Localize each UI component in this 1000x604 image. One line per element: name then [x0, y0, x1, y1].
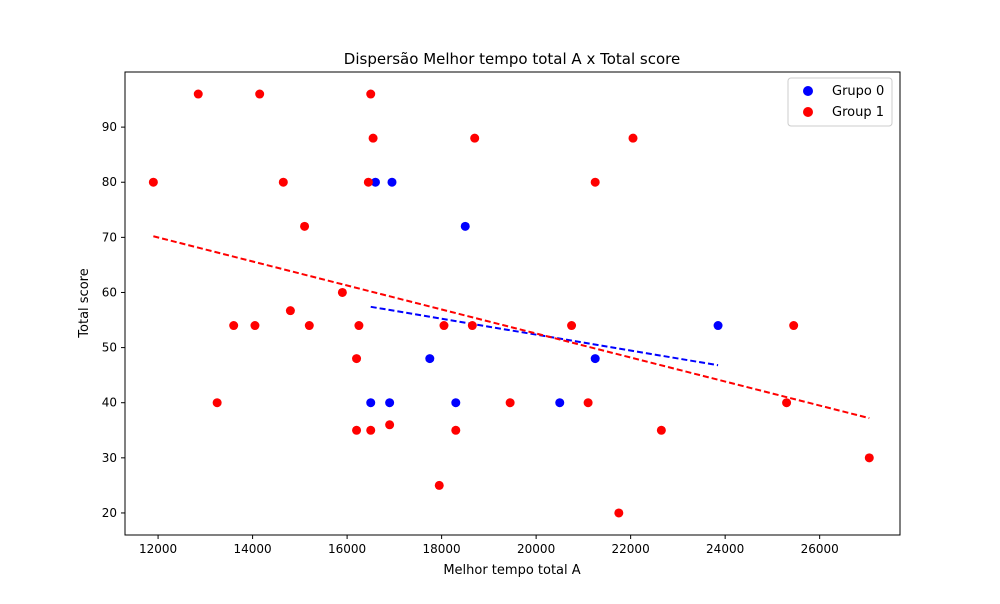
data-point-group-1 — [782, 398, 792, 408]
data-point-group-1 — [567, 321, 577, 331]
data-point-grupo-0 — [460, 221, 470, 231]
x-tick-label: 16000 — [328, 542, 366, 556]
data-point-group-1 — [590, 177, 600, 187]
data-point-group-1 — [656, 425, 666, 435]
data-point-group-1 — [300, 221, 310, 231]
x-tick-label: 26000 — [801, 542, 839, 556]
y-tick-label: 40 — [102, 396, 117, 410]
data-point-group-1 — [614, 508, 624, 518]
data-point-group-1 — [628, 133, 638, 143]
data-point-group-1 — [366, 425, 376, 435]
data-point-group-1 — [285, 306, 295, 316]
y-tick-label: 70 — [102, 230, 117, 244]
data-point-group-1 — [212, 398, 222, 408]
data-point-group-1 — [470, 133, 480, 143]
y-tick-label: 90 — [102, 120, 117, 134]
y-tick-label: 80 — [102, 175, 117, 189]
data-point-group-1 — [304, 321, 314, 331]
x-tick-label: 14000 — [233, 542, 271, 556]
y-tick-label: 20 — [102, 506, 117, 520]
data-point-group-1 — [366, 89, 376, 99]
data-point-group-1 — [148, 177, 158, 187]
data-point-group-1 — [363, 177, 373, 187]
legend-marker-group-1 — [803, 107, 813, 117]
data-point-group-1 — [864, 453, 874, 463]
x-tick-label: 12000 — [139, 542, 177, 556]
data-point-grupo-0 — [451, 398, 461, 408]
data-point-group-1 — [451, 425, 461, 435]
y-axis: 20 30 40 50 60 70 80 90 — [102, 120, 125, 520]
data-point-grupo-0 — [385, 398, 395, 408]
legend-label-grupo-0: Grupo 0 — [832, 84, 884, 99]
legend-box — [787, 77, 893, 127]
data-points — [148, 89, 874, 518]
data-point-group-1 — [354, 321, 364, 331]
x-axis: 12000 14000 16000 18000 20000 22000 24000 26000 — [139, 535, 839, 556]
y-tick-label: 30 — [102, 451, 117, 465]
data-point-grupo-0 — [370, 177, 380, 187]
data-point-grupo-0 — [425, 354, 435, 364]
trend-lines — [153, 235, 870, 420]
x-tick-label: 22000 — [612, 542, 650, 556]
chart-title: Dispersão Melhor tempo total A x Total s… — [344, 50, 680, 68]
plot-area — [125, 72, 900, 535]
data-point-grupo-0 — [366, 398, 376, 408]
plot-frame — [124, 71, 901, 536]
data-point-group-1 — [352, 354, 362, 364]
trend-line-group-1 — [153, 235, 870, 420]
x-axis-label: Melhor tempo total A — [443, 563, 580, 578]
data-point-group-1 — [789, 321, 799, 331]
data-point-group-1 — [278, 177, 288, 187]
legend-label-group-1: Group 1 — [832, 105, 884, 120]
y-axis-label: Total score — [77, 268, 92, 338]
data-point-group-1 — [352, 425, 362, 435]
data-point-group-1 — [439, 321, 449, 331]
data-point-group-1 — [255, 89, 265, 99]
legend: Grupo 0 Group 1 — [787, 77, 893, 127]
data-point-grupo-0 — [590, 354, 600, 364]
data-point-group-1 — [337, 287, 347, 297]
data-point-group-1 — [229, 321, 239, 331]
trend-line-grupo-0 — [370, 305, 719, 367]
data-point-group-1 — [467, 321, 477, 331]
data-point-group-1 — [505, 398, 515, 408]
data-point-group-1 — [250, 321, 260, 331]
data-point-grupo-0 — [713, 321, 723, 331]
data-point-grupo-0 — [387, 177, 397, 187]
data-point-group-1 — [193, 89, 203, 99]
data-point-group-1 — [434, 480, 444, 490]
data-point-group-1 — [583, 398, 593, 408]
data-point-grupo-0 — [555, 398, 565, 408]
x-tick-label: 20000 — [517, 542, 555, 556]
data-point-group-1 — [368, 133, 378, 143]
legend-marker-grupo-0 — [803, 86, 813, 96]
data-point-group-1 — [385, 420, 395, 430]
x-tick-label: 24000 — [706, 542, 744, 556]
y-tick-label: 60 — [102, 285, 117, 299]
x-tick-label: 18000 — [423, 542, 461, 556]
y-tick-label: 50 — [102, 341, 117, 355]
